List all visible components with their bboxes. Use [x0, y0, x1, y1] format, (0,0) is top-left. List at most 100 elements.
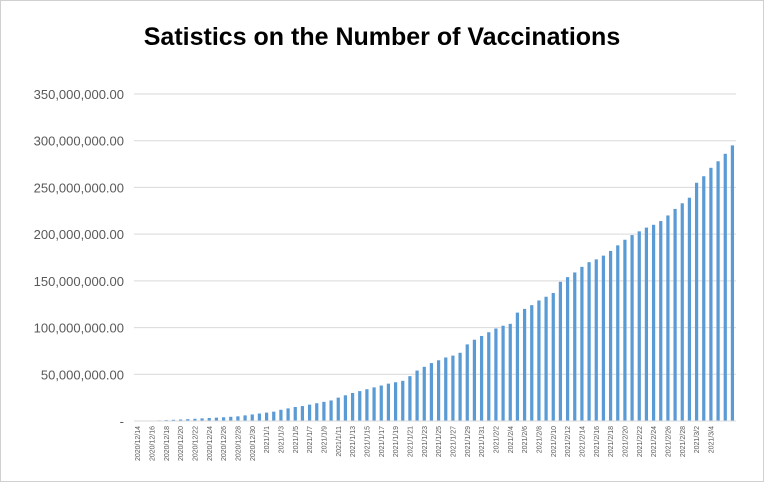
x-tick-label: 2020/12/30	[250, 426, 257, 461]
bar	[193, 418, 197, 421]
bar	[401, 380, 405, 421]
bar	[530, 305, 534, 421]
y-tick-label: 200,000,000.00	[34, 227, 124, 242]
bar	[472, 339, 477, 421]
bar	[343, 395, 348, 421]
bar	[458, 352, 462, 421]
chart-title: Satistics on the Number of Vaccinations	[143, 23, 621, 51]
bar	[522, 308, 527, 421]
x-tick-label: 2020/12/28	[235, 426, 242, 461]
bar	[587, 262, 591, 421]
bar	[293, 406, 297, 421]
bar	[551, 293, 555, 421]
bar	[444, 357, 448, 421]
x-tick-label: 2021/1/5	[293, 426, 300, 453]
bar	[479, 335, 484, 421]
bar	[716, 161, 720, 421]
bar	[422, 366, 426, 421]
x-tick-label: 2021/2/8	[536, 426, 543, 453]
bar	[178, 419, 183, 421]
bar	[365, 389, 369, 421]
x-tick-label: 2021/1/23	[422, 426, 429, 457]
bar	[680, 203, 684, 421]
bar	[307, 404, 312, 421]
x-tick-label: 2021/2/24	[651, 426, 658, 457]
bar	[451, 355, 455, 421]
bar	[358, 391, 362, 421]
x-tick-label: 2021/1/1	[264, 426, 271, 453]
x-tick-label: 2021/2/28	[680, 426, 687, 457]
bar	[702, 176, 706, 421]
bar	[408, 376, 412, 421]
y-axis-tick-labels: - 50,000,000.00 100,000,000.00 150,000,000.…	[34, 87, 124, 429]
bar	[630, 235, 634, 421]
x-tick-label: 2021/2/14	[579, 426, 586, 457]
x-tick-label: 2021/2/22	[637, 426, 644, 457]
x-tick-label: 2021/1/29	[465, 426, 472, 457]
y-tick-label: 100,000,000.00	[34, 321, 124, 336]
y-tick-label: 50,000,000.00	[41, 367, 124, 382]
bar	[229, 416, 233, 421]
x-tick-label: 2021/2/4	[508, 426, 515, 453]
bar	[257, 413, 262, 421]
x-tick-label: 2021/1/19	[393, 426, 400, 457]
bar	[687, 197, 692, 421]
bar	[221, 417, 226, 421]
x-tick-label: 2020/12/20	[178, 426, 185, 461]
x-tick-label: 2021/3/4	[708, 426, 715, 453]
x-tick-label: 2021/1/3	[278, 426, 285, 453]
bar	[322, 401, 326, 421]
bar	[616, 245, 620, 421]
bar	[637, 231, 641, 421]
bar	[623, 239, 627, 421]
x-tick-label: 2021/2/16	[594, 426, 601, 457]
x-tick-label: 2021/2/10	[551, 426, 558, 457]
bar	[515, 312, 520, 421]
x-tick-label: 2021/1/27	[450, 426, 457, 457]
x-tick-label: 2021/1/9	[321, 426, 328, 453]
bar	[336, 397, 340, 421]
y-tick-label: 250,000,000.00	[34, 180, 124, 195]
x-tick-label: 2021/1/7	[307, 426, 314, 453]
bar	[243, 415, 247, 421]
bar-series	[135, 145, 735, 422]
bar	[279, 409, 283, 421]
x-tick-label: 2020/12/18	[164, 426, 171, 461]
y-tick-label: 300,000,000.00	[34, 134, 124, 149]
bar	[286, 408, 290, 421]
x-tick-label: 2021/2/6	[522, 426, 529, 453]
bar	[730, 145, 735, 421]
bar	[508, 323, 512, 421]
bar	[465, 344, 469, 421]
bar	[494, 328, 498, 421]
bar	[659, 221, 663, 421]
bar	[186, 419, 190, 421]
bar	[608, 250, 613, 421]
x-tick-label: 2020/12/26	[221, 426, 228, 461]
bar	[436, 360, 441, 421]
x-tick-label: 2020/12/22	[192, 426, 199, 461]
bar	[501, 325, 505, 421]
x-tick-label: 2021/2/18	[608, 426, 615, 457]
x-tick-label: 2021/3/2	[694, 426, 701, 453]
y-tick-label: 150,000,000.00	[34, 274, 124, 289]
bar	[207, 418, 211, 421]
bar	[644, 227, 649, 421]
bar	[537, 300, 541, 421]
bar	[272, 411, 276, 421]
bar	[429, 363, 434, 421]
x-tick-label: 2020/12/24	[207, 426, 214, 461]
x-axis-tick-labels: 2020/12/14 2020/12/16 2020/12/18 2020/12/20…	[135, 426, 715, 461]
x-tick-label: 2021/1/25	[436, 426, 443, 457]
y-tick-label: 350,000,000.00	[34, 87, 124, 102]
bar	[487, 332, 491, 421]
bar	[651, 224, 656, 421]
bar	[236, 416, 240, 421]
bar	[558, 281, 563, 421]
x-tick-label: 2021/2/20	[622, 426, 629, 457]
bar	[580, 266, 584, 421]
x-tick-label: 2021/1/31	[479, 426, 486, 457]
bar	[673, 208, 677, 421]
